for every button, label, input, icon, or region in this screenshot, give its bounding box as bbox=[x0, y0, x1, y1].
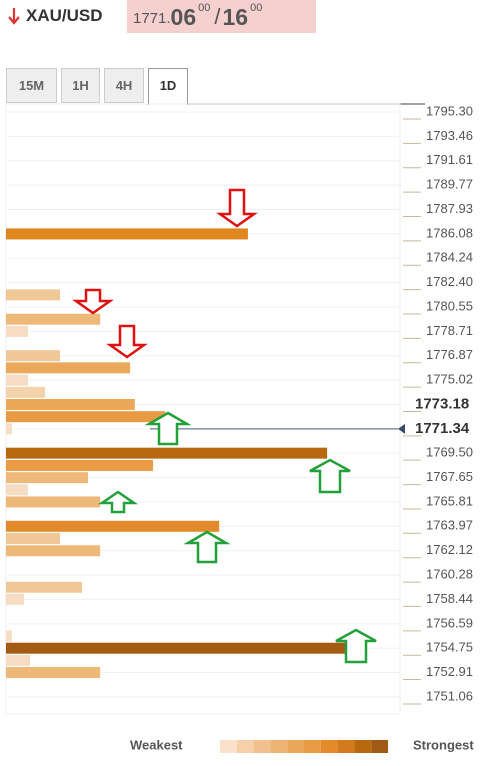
bar bbox=[6, 545, 101, 557]
down-arrow bbox=[72, 288, 114, 315]
bar bbox=[6, 484, 29, 496]
symbol: XAU/USD bbox=[26, 6, 103, 25]
y-tick-label: 1754.75 bbox=[426, 640, 473, 655]
legend-swatch bbox=[270, 740, 288, 753]
bar bbox=[6, 411, 166, 423]
separator: / bbox=[214, 4, 221, 29]
bar bbox=[6, 642, 363, 654]
ask-big: 16 bbox=[222, 4, 249, 30]
y-tick-label: 1773.18 bbox=[415, 395, 469, 412]
y-tick-label: 1780.55 bbox=[426, 298, 473, 313]
bar bbox=[6, 472, 88, 484]
ask-small: 00 bbox=[250, 2, 263, 14]
current-price-marker bbox=[398, 423, 405, 434]
legend-swatch bbox=[253, 740, 271, 753]
y-tick-label: 1787.93 bbox=[426, 201, 473, 216]
bid-big: 06 bbox=[170, 4, 197, 30]
y-tick-label: 1763.97 bbox=[426, 518, 473, 533]
tab[interactable]: 15M bbox=[6, 68, 57, 103]
price-main: 1771. bbox=[133, 10, 171, 27]
price-box: 1771.06 00/16 00 bbox=[127, 0, 316, 33]
down-icon bbox=[8, 8, 20, 25]
y-tick-label: 1784.24 bbox=[426, 250, 473, 265]
bar bbox=[6, 362, 131, 374]
y-tick-label: 1771.34 bbox=[415, 420, 470, 437]
y-tick-label: 1760.28 bbox=[426, 567, 473, 582]
bar bbox=[6, 459, 153, 471]
y-tick-label: 1751.06 bbox=[426, 688, 473, 703]
legend-swatch bbox=[236, 740, 254, 753]
up-arrow bbox=[183, 530, 231, 564]
y-tick-label: 1782.40 bbox=[426, 274, 473, 289]
down-arrow bbox=[106, 324, 148, 359]
legend-swatch bbox=[287, 740, 304, 753]
bar bbox=[6, 423, 12, 435]
bar bbox=[6, 630, 12, 642]
y-tick-label: 1767.65 bbox=[426, 469, 473, 484]
bar bbox=[6, 399, 135, 410]
y-tick-label: 1775.02 bbox=[426, 372, 473, 387]
bar bbox=[6, 532, 60, 544]
legend-swatch bbox=[354, 740, 372, 753]
y-tick-label: 1752.91 bbox=[426, 664, 473, 679]
y-tick-label: 1765.81 bbox=[426, 493, 473, 508]
y-tick-label: 1795.30 bbox=[426, 103, 473, 118]
bar bbox=[6, 386, 46, 398]
tab[interactable]: 1D bbox=[148, 68, 188, 105]
bar bbox=[6, 374, 29, 386]
up-arrow bbox=[309, 458, 351, 494]
bar bbox=[6, 593, 25, 605]
legend-swatch bbox=[304, 740, 321, 753]
bar bbox=[6, 581, 83, 593]
bar bbox=[6, 289, 60, 301]
tab[interactable]: 1H bbox=[61, 68, 100, 103]
y-tick-label: 1786.08 bbox=[426, 225, 473, 240]
y-tick-label: 1762.12 bbox=[426, 542, 473, 557]
plot-frame bbox=[5, 103, 401, 715]
y-tick-label: 1793.46 bbox=[426, 128, 473, 143]
y-tick-label: 1789.77 bbox=[426, 177, 473, 192]
bar bbox=[6, 520, 220, 532]
bar bbox=[6, 667, 101, 679]
legend-weak: Weakest bbox=[130, 737, 183, 752]
up-arrow bbox=[97, 490, 139, 514]
bar bbox=[6, 325, 29, 337]
bar bbox=[6, 228, 248, 240]
y-tick-label: 1756.59 bbox=[426, 615, 473, 630]
legend-swatch bbox=[220, 740, 237, 753]
y-tick-label: 1776.87 bbox=[426, 347, 473, 362]
y-tick-label: 1758.44 bbox=[426, 591, 473, 606]
down-arrow bbox=[216, 188, 258, 228]
legend-swatch bbox=[371, 740, 388, 753]
bar bbox=[6, 496, 101, 508]
bar bbox=[6, 350, 60, 362]
y-tick-label: 1791.61 bbox=[426, 152, 473, 167]
y-tick-label: 1769.50 bbox=[426, 445, 473, 460]
legend-strong: Strongest bbox=[413, 737, 474, 752]
bar bbox=[6, 447, 328, 459]
tab[interactable]: 4H bbox=[104, 68, 144, 103]
legend-swatch bbox=[337, 740, 355, 753]
bid-small: 00 bbox=[198, 2, 211, 14]
legend-swatch bbox=[320, 740, 338, 753]
bar bbox=[6, 654, 31, 666]
y-tick-label: 1778.71 bbox=[426, 323, 473, 338]
up-arrow bbox=[144, 411, 192, 446]
bar bbox=[6, 313, 101, 325]
up-arrow bbox=[335, 628, 377, 664]
